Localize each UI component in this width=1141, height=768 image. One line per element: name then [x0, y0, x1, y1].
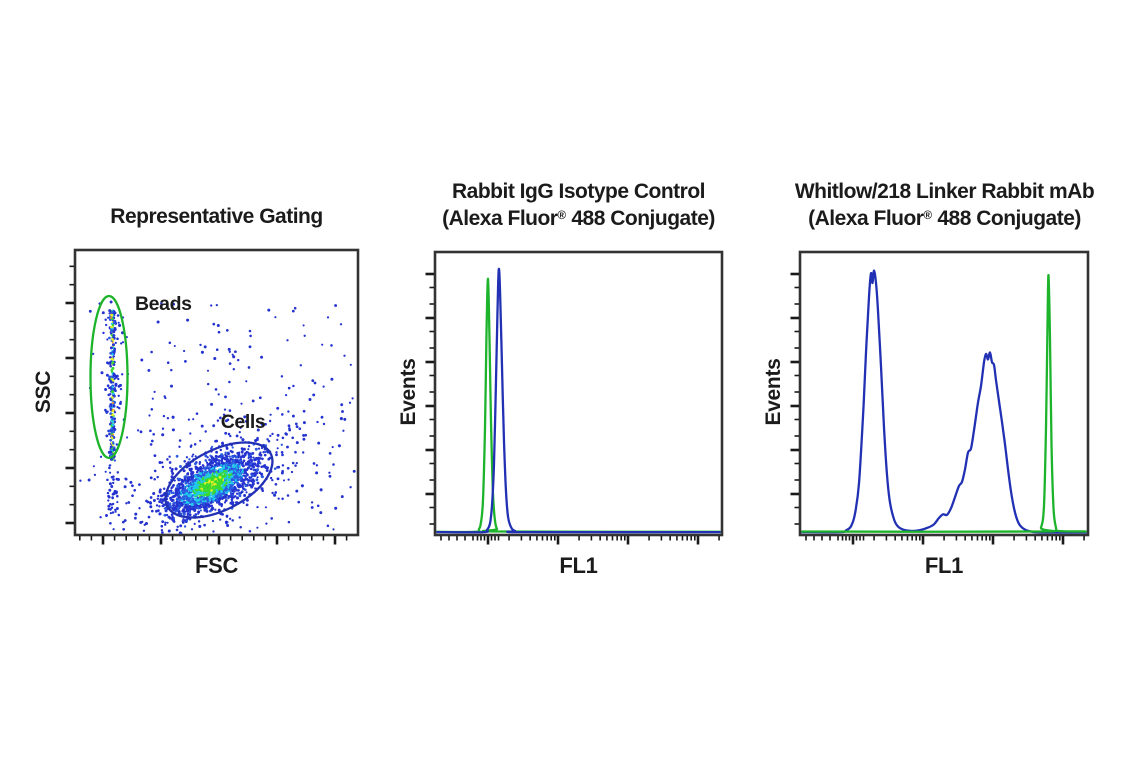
mab-title-line2-pre: (Alexa Fluor [808, 206, 924, 230]
isotype-panel-title: Rabbit IgG Isotype Control (Alexa Fluor®… [413, 179, 744, 231]
scatter-points [79, 300, 356, 534]
isotype-title-line2: (Alexa Fluor® 488 Conjugate) [413, 204, 744, 231]
mab-histogram-plot [790, 250, 1090, 545]
mab-title-line1: Whitlow/218 Linker Rabbit mAb [794, 180, 1095, 203]
cells-gate-ellipse [164, 441, 274, 519]
mab-green-beads-curve [801, 274, 1087, 533]
gating-y-axis-label: SSC [32, 370, 55, 414]
registered-trademark-symbol: ® [923, 210, 932, 222]
gating-x-axis-label: FSC [194, 553, 239, 578]
gating-scatter-plot: Beads Cells [65, 248, 360, 545]
isotype-green-beads-curve [436, 277, 721, 534]
isotype-x-axis-label: FL1 [559, 553, 598, 578]
mab-y-axis-label: Events [762, 358, 785, 426]
beads-gate-label: Beads [135, 293, 192, 315]
isotype-y-axis-label: Events [397, 358, 420, 426]
isotype-histogram-plot [425, 250, 724, 545]
mab-panel-title: Whitlow/218 Linker Rabbit mAb (Alexa Flu… [779, 179, 1110, 231]
beads-gate-ellipse [89, 294, 129, 460]
gating-title-text: Representative Gating [110, 205, 323, 228]
registered-trademark-symbol: ® [557, 210, 566, 222]
cells-gate-label: Cells [221, 411, 266, 433]
gating-panel-title: Representative Gating [75, 204, 358, 229]
isotype-blue-cells-curve [436, 267, 721, 534]
isotype-title-line2-post: 488 Conjugate) [566, 206, 715, 230]
mab-blue-cells-curve [801, 269, 1087, 534]
isotype-title-line2-pre: (Alexa Fluor [442, 206, 558, 230]
mab-title-line2: (Alexa Fluor® 488 Conjugate) [779, 204, 1110, 231]
mab-title-line2-post: 488 Conjugate) [932, 206, 1081, 230]
mab-x-axis-label: FL1 [924, 553, 964, 578]
isotype-title-line1: Rabbit IgG Isotype Control [452, 180, 706, 203]
